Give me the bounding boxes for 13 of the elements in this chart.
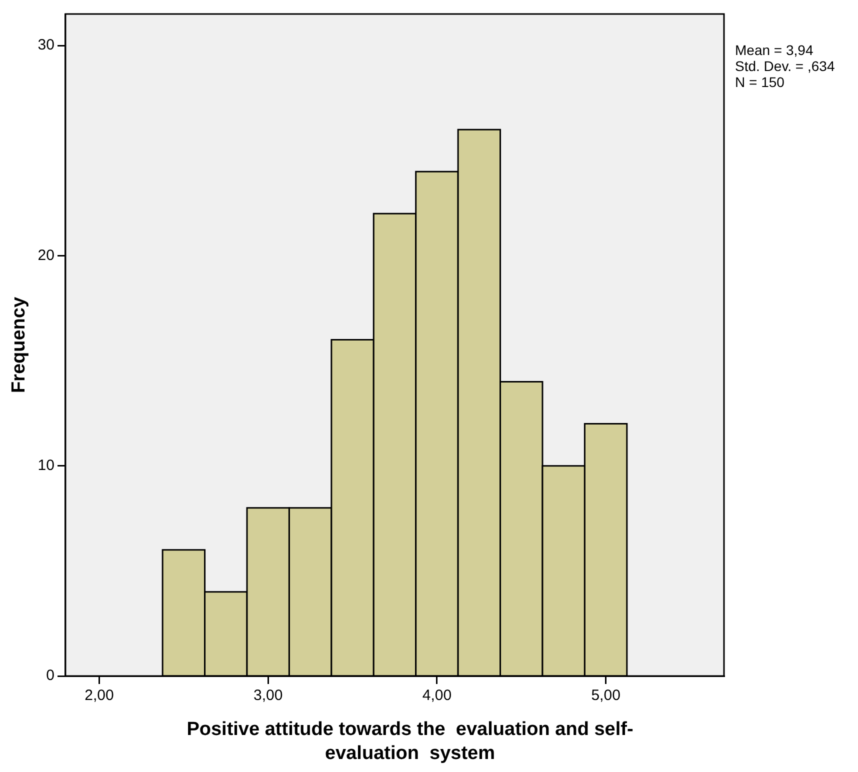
text: Mean = 3,94 (735, 42, 814, 58)
x-tick-label: 5,00 (591, 687, 620, 704)
y-axis-title: Frequency (8, 296, 30, 394)
x-tick-label: 4,00 (422, 687, 452, 704)
x-tick-label: 3,00 (254, 687, 283, 704)
y-tick-label: 0 (46, 667, 54, 684)
x-tick-label: 2,00 (84, 687, 114, 704)
text: N = 150 (735, 74, 786, 90)
y-tick-label: 10 (38, 456, 54, 474)
text: Std. Dev. = ,634 (735, 58, 835, 74)
y-tick-label: 20 (38, 246, 54, 264)
x-axis-title: Positive attitude towards the evaluation and self-evaluation system (186, 718, 634, 766)
y-tick-label: 30 (38, 36, 54, 54)
